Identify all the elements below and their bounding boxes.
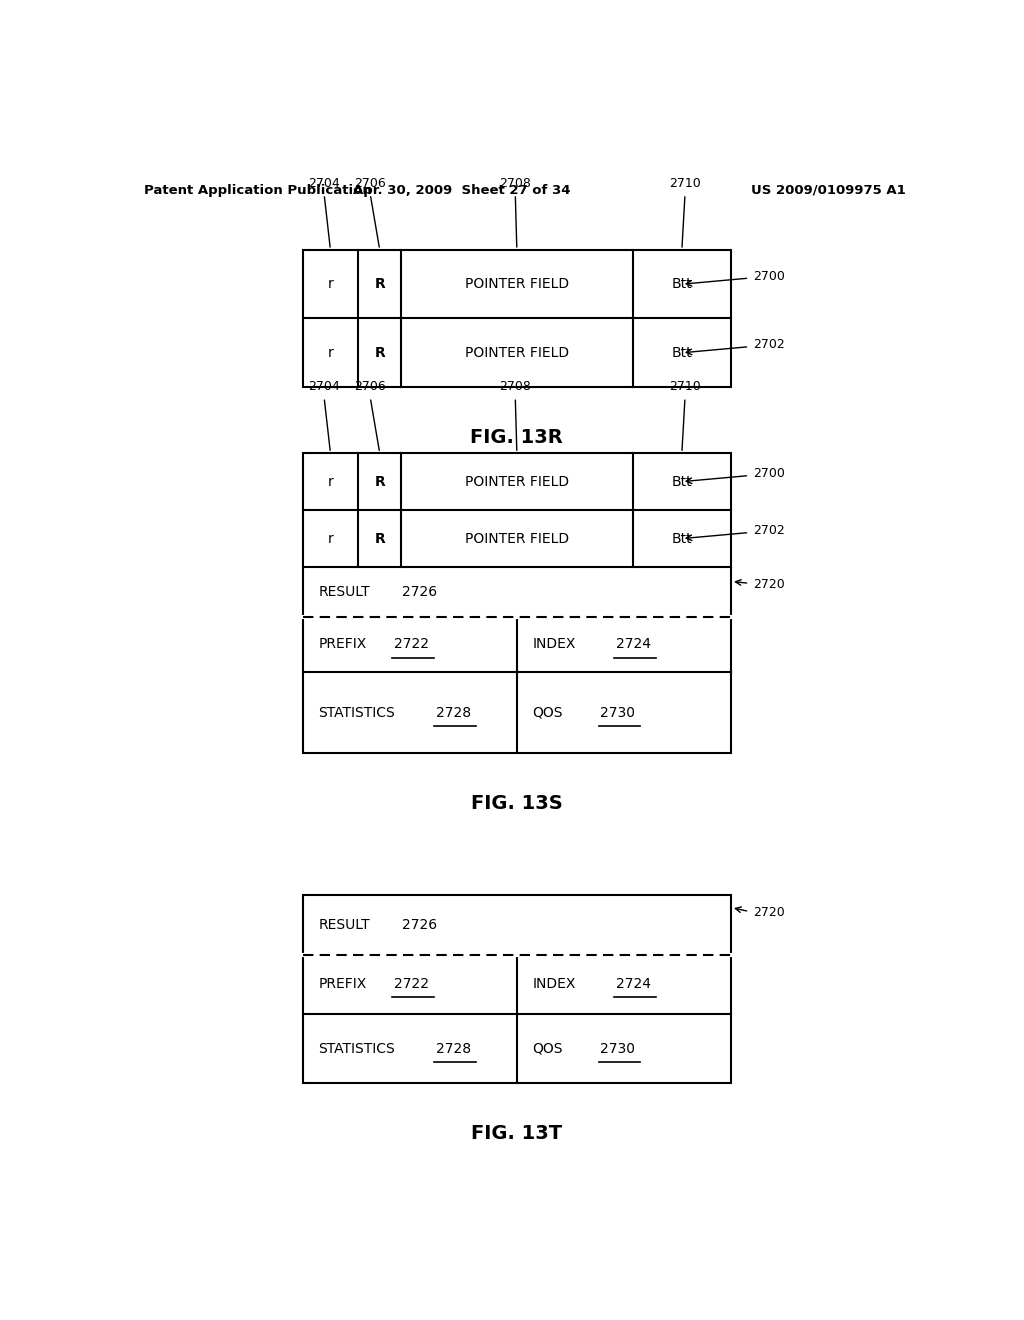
Text: 2724: 2724 xyxy=(616,638,651,651)
Bar xyxy=(303,249,731,387)
Text: 2700: 2700 xyxy=(754,269,785,282)
Text: Patent Application Publication: Patent Application Publication xyxy=(143,183,372,197)
Text: Apr. 30, 2009  Sheet 27 of 34: Apr. 30, 2009 Sheet 27 of 34 xyxy=(352,183,570,197)
Text: QOS: QOS xyxy=(532,705,563,719)
Bar xyxy=(303,895,731,1084)
Text: 2728: 2728 xyxy=(436,1041,471,1056)
Text: 2706: 2706 xyxy=(354,380,386,393)
Text: Btt: Btt xyxy=(672,532,692,545)
Text: Btt: Btt xyxy=(672,475,692,488)
Text: INDEX: INDEX xyxy=(532,638,577,651)
Text: POINTER FIELD: POINTER FIELD xyxy=(465,277,569,292)
Text: 2708: 2708 xyxy=(500,177,531,190)
Text: INDEX: INDEX xyxy=(532,977,577,991)
Text: r: r xyxy=(328,277,334,292)
Text: r: r xyxy=(328,532,334,545)
Text: FIG. 13S: FIG. 13S xyxy=(471,793,563,813)
Text: STATISTICS: STATISTICS xyxy=(318,705,395,719)
Text: 2704: 2704 xyxy=(308,177,340,190)
Text: 2708: 2708 xyxy=(500,380,531,393)
Text: 2722: 2722 xyxy=(394,977,429,991)
Text: 2700: 2700 xyxy=(754,467,785,480)
Text: 2730: 2730 xyxy=(600,705,635,719)
Text: 2710: 2710 xyxy=(669,177,700,190)
Text: r: r xyxy=(328,346,334,360)
Text: 2702: 2702 xyxy=(754,524,785,537)
Bar xyxy=(303,453,731,752)
Text: R: R xyxy=(375,277,385,292)
Text: 2720: 2720 xyxy=(754,906,785,919)
Text: R: R xyxy=(375,346,385,360)
Text: PREFIX: PREFIX xyxy=(318,977,367,991)
Text: STATISTICS: STATISTICS xyxy=(318,1041,395,1056)
Text: US 2009/0109975 A1: US 2009/0109975 A1 xyxy=(751,183,905,197)
Text: FIG. 13R: FIG. 13R xyxy=(470,428,563,446)
Text: FIG. 13T: FIG. 13T xyxy=(471,1125,562,1143)
Text: RESULT: RESULT xyxy=(318,585,370,599)
Text: 2728: 2728 xyxy=(436,705,471,719)
Text: QOS: QOS xyxy=(532,1041,563,1056)
Text: PREFIX: PREFIX xyxy=(318,638,367,651)
Text: 2724: 2724 xyxy=(616,977,651,991)
Text: 2702: 2702 xyxy=(754,338,785,351)
Text: POINTER FIELD: POINTER FIELD xyxy=(465,475,569,488)
Text: 2726: 2726 xyxy=(401,585,437,599)
Text: POINTER FIELD: POINTER FIELD xyxy=(465,346,569,360)
Text: Btt: Btt xyxy=(672,277,692,292)
Text: RESULT: RESULT xyxy=(318,917,370,932)
Text: POINTER FIELD: POINTER FIELD xyxy=(465,532,569,545)
Text: 2704: 2704 xyxy=(308,380,340,393)
Text: 2730: 2730 xyxy=(600,1041,635,1056)
Text: R: R xyxy=(375,475,385,488)
Text: 2710: 2710 xyxy=(669,380,700,393)
Text: 2722: 2722 xyxy=(394,638,429,651)
Text: 2720: 2720 xyxy=(754,578,785,591)
Text: Btt: Btt xyxy=(672,346,692,360)
Text: 2726: 2726 xyxy=(401,917,437,932)
Text: r: r xyxy=(328,475,334,488)
Text: R: R xyxy=(375,532,385,545)
Text: 2706: 2706 xyxy=(354,177,386,190)
